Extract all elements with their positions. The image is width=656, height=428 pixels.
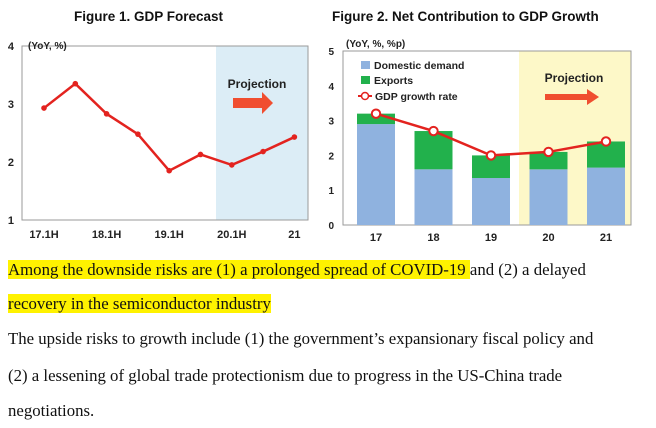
fig2-ytick-label: 5 xyxy=(328,47,334,58)
legend-gdp-label: GDP growth rate xyxy=(375,91,458,103)
fig2-gdp-marker xyxy=(487,151,495,159)
fig2-unit-label: (YoY, %, %p) xyxy=(346,39,405,50)
fig2-bar-domestic xyxy=(530,169,568,225)
highlight-segment-3: recovery in the semiconductor industry xyxy=(8,294,271,313)
fig2-xtick-label: 19 xyxy=(485,232,497,244)
legend-gdp-marker xyxy=(362,93,369,100)
legend-exports-label: Exports xyxy=(374,75,413,87)
legend-exports-swatch xyxy=(361,76,370,84)
fig2-bar-domestic xyxy=(415,169,453,225)
paragraph-upside-line-1: The upside risks to growth include (1) t… xyxy=(8,329,652,349)
figure-2-chart: (YoY, %, %p) Domestic demand Exports GDP… xyxy=(0,0,656,250)
fig2-projection-label: Projection xyxy=(545,71,604,85)
legend-domestic-label: Domestic demand xyxy=(374,60,464,72)
plain-segment: and (2) a delayed xyxy=(470,260,586,279)
fig2-gdp-marker xyxy=(544,148,552,156)
paragraph-downside-line-1: Among the downside risks are (1) a prolo… xyxy=(8,260,652,280)
fig2-bar-domestic xyxy=(357,124,395,225)
fig2-gdp-marker xyxy=(429,127,437,135)
fig2-bar-domestic xyxy=(587,168,625,225)
fig2-gdp-marker xyxy=(602,137,610,145)
paragraph-downside-line-2: recovery in the semiconductor industry xyxy=(8,294,652,314)
fig2-ytick-label: 0 xyxy=(328,221,334,232)
fig2-xtick-label: 20 xyxy=(542,232,554,244)
legend-domestic-swatch xyxy=(361,61,370,69)
fig2-ytick-label: 4 xyxy=(328,82,334,93)
paragraph-upside-line-2: (2) a lessening of global trade protecti… xyxy=(8,366,652,386)
fig2-ytick-label: 1 xyxy=(328,186,334,197)
fig2-xtick-label: 21 xyxy=(600,232,612,244)
fig2-legend: Domestic demand Exports GDP growth rate xyxy=(358,60,464,103)
fig2-ytick-label: 2 xyxy=(328,151,334,162)
highlight-segment-2: a prolonged spread of COVID-19 xyxy=(240,260,470,279)
fig2-gdp-marker xyxy=(372,109,380,117)
fig2-ytick-label: 3 xyxy=(328,117,334,128)
highlight-segment-1: Among the downside risks are (1) xyxy=(8,260,240,279)
fig2-bar-domestic xyxy=(472,178,510,225)
paragraph-upside-line-3: negotiations. xyxy=(8,401,652,421)
fig2-xtick-label: 18 xyxy=(427,232,439,244)
fig2-xtick-label: 17 xyxy=(370,232,382,244)
